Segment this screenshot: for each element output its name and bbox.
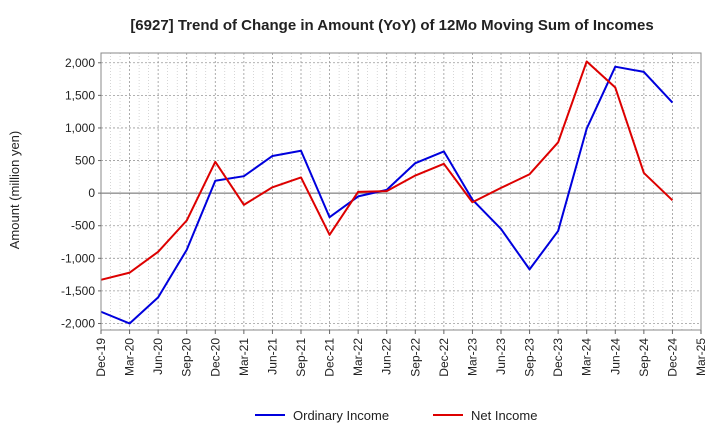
x-tick-label: Mar-24 (580, 338, 594, 376)
y-tick-label: -2,000 (61, 316, 95, 330)
y-tick-label: 0 (88, 186, 95, 200)
y-tick-label: 500 (75, 154, 95, 168)
y-tick-label: -1,500 (61, 284, 95, 298)
x-tick-label: Jun-20 (151, 338, 165, 375)
x-tick-label: Sep-20 (180, 338, 194, 377)
x-tick-label: Mar-25 (694, 338, 708, 376)
x-tick-label: Jun-22 (380, 338, 394, 375)
x-tick-label: Mar-21 (237, 338, 251, 376)
x-tick-label: Dec-20 (208, 338, 222, 377)
y-tick-label: 2,000 (65, 56, 95, 70)
x-tick-label: Jun-23 (494, 338, 508, 375)
y-tick-label: -500 (71, 219, 95, 233)
x-tick-label: Dec-22 (437, 338, 451, 377)
series-lines (100, 60, 674, 325)
x-tick-label: Jun-24 (608, 338, 622, 375)
x-tick-label: Dec-24 (665, 338, 679, 377)
legend-label-net-income: Net Income (471, 408, 537, 423)
x-tick-labels: Dec-19 Mar-20 Jun-20 Sep-20 Dec-20 Mar-21 Jun-… (94, 330, 708, 377)
x-tick-label: Mar-22 (351, 338, 365, 376)
x-tick-label: Mar-23 (465, 338, 479, 376)
x-tick-label: Sep-23 (523, 338, 537, 377)
x-tick-label: Sep-21 (294, 338, 308, 377)
x-tick-label: Jun-21 (265, 338, 279, 375)
x-tick-label: Dec-19 (94, 338, 108, 377)
y-tick-label: -1,000 (61, 251, 95, 265)
legend: Ordinary Income Net Income (255, 408, 537, 423)
grid (101, 53, 701, 330)
plot-frame (100, 52, 702, 331)
x-tick-label: Sep-24 (637, 338, 651, 377)
chart-title: [6927] Trend of Change in Amount (YoY) o… (130, 17, 653, 34)
x-tick-label: Sep-22 (408, 338, 422, 377)
x-tick-label: Mar-20 (123, 338, 137, 376)
legend-label-ordinary-income: Ordinary Income (293, 408, 389, 423)
y-axis-label: Amount (million yen) (7, 131, 22, 250)
x-tick-label: Dec-21 (323, 338, 337, 377)
y-tick-label: 1,000 (65, 121, 95, 135)
y-tick-labels: -2,000 -1,500 -1,000 -500 0 500 1,000 1,500 2,00… (61, 56, 101, 330)
y-tick-label: 1,500 (65, 88, 95, 102)
x-tick-label: Dec-23 (551, 338, 565, 377)
